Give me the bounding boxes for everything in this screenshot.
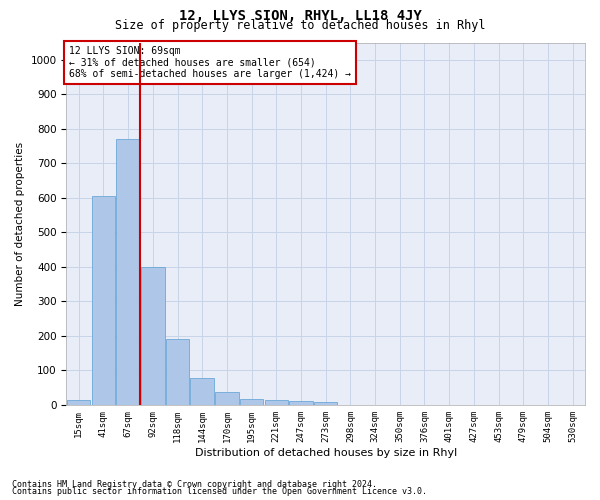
Bar [190,378,214,405]
Bar [240,398,263,405]
Y-axis label: Number of detached properties: Number of detached properties [15,142,25,306]
Text: 12 LLYS SION: 69sqm
← 31% of detached houses are smaller (654)
68% of semi-detac: 12 LLYS SION: 69sqm ← 31% of detached ho… [69,46,351,80]
Text: Size of property relative to detached houses in Rhyl: Size of property relative to detached ho… [115,19,485,32]
Bar [289,400,313,405]
Bar [116,139,140,405]
Bar [314,402,337,405]
X-axis label: Distribution of detached houses by size in Rhyl: Distribution of detached houses by size … [194,448,457,458]
Text: Contains public sector information licensed under the Open Government Licence v3: Contains public sector information licen… [12,488,427,496]
Bar [141,267,164,405]
Text: Contains HM Land Registry data © Crown copyright and database right 2024.: Contains HM Land Registry data © Crown c… [12,480,377,489]
Bar [67,400,91,405]
Bar [92,196,115,405]
Bar [265,400,288,405]
Bar [166,340,189,405]
Bar [215,392,239,405]
Text: 12, LLYS SION, RHYL, LL18 4JY: 12, LLYS SION, RHYL, LL18 4JY [179,9,421,23]
